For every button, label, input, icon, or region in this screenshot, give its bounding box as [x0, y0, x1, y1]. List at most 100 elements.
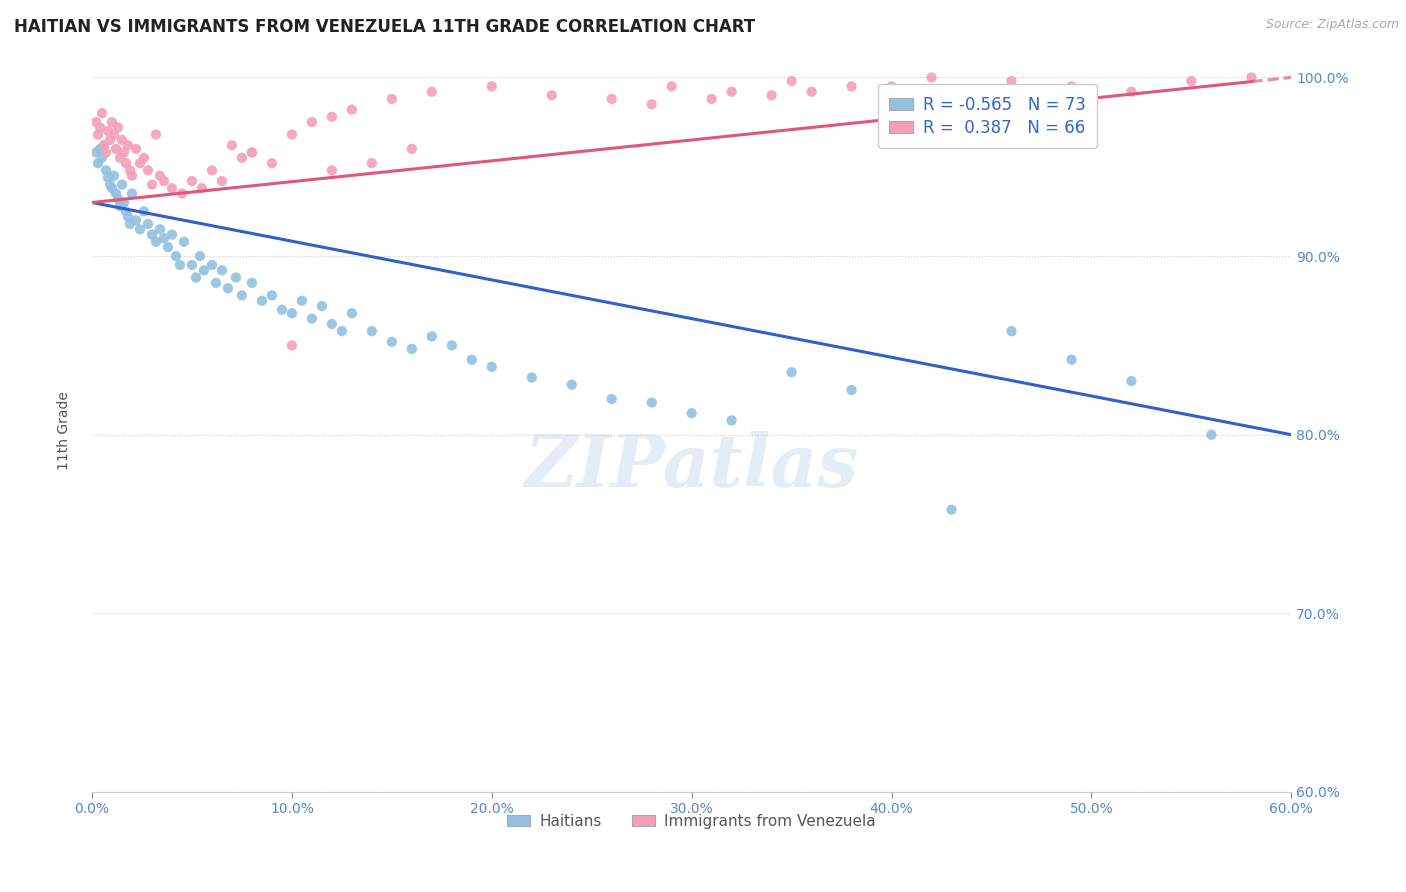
Point	[105, 186, 128, 201]
Point	[600, 392, 623, 406]
Point	[311, 299, 333, 313]
Point	[108, 151, 131, 165]
Point	[420, 85, 443, 99]
Point	[291, 293, 314, 308]
Point	[136, 163, 159, 178]
Point	[169, 258, 191, 272]
Point	[1240, 70, 1263, 85]
Point	[111, 133, 134, 147]
Point	[121, 169, 143, 183]
Point	[281, 128, 304, 142]
Point	[132, 151, 155, 165]
Point	[160, 227, 183, 242]
Point	[89, 142, 111, 156]
Point	[184, 270, 207, 285]
Point	[87, 156, 110, 170]
Point	[181, 174, 204, 188]
Point	[121, 186, 143, 201]
Point	[321, 163, 343, 178]
Point	[1201, 427, 1223, 442]
Point	[1060, 352, 1083, 367]
Point	[101, 115, 124, 129]
Point	[112, 145, 135, 160]
Point	[600, 92, 623, 106]
Point	[87, 128, 110, 142]
Point	[98, 133, 121, 147]
Point	[780, 74, 803, 88]
Point	[91, 151, 114, 165]
Point	[153, 231, 176, 245]
Point	[700, 92, 723, 106]
Point	[420, 329, 443, 343]
Point	[401, 342, 423, 356]
Point	[481, 359, 503, 374]
Point	[880, 79, 903, 94]
Point	[205, 276, 228, 290]
Point	[115, 204, 138, 219]
Point	[800, 85, 823, 99]
Point	[520, 370, 543, 384]
Point	[381, 92, 404, 106]
Point	[321, 110, 343, 124]
Point	[225, 270, 247, 285]
Point	[1000, 324, 1022, 338]
Point	[641, 97, 664, 112]
Point	[720, 413, 742, 427]
Point	[360, 324, 382, 338]
Point	[160, 181, 183, 195]
Point	[136, 217, 159, 231]
Point	[191, 181, 214, 195]
Point	[240, 145, 263, 160]
Point	[231, 288, 253, 302]
Point	[91, 106, 114, 120]
Point	[118, 163, 141, 178]
Point	[540, 88, 562, 103]
Point	[89, 120, 111, 135]
Point	[217, 281, 239, 295]
Point	[1060, 79, 1083, 94]
Point	[841, 79, 863, 94]
Point	[101, 181, 124, 195]
Point	[340, 103, 363, 117]
Point	[103, 169, 125, 183]
Point	[94, 163, 117, 178]
Point	[129, 156, 152, 170]
Legend: Haitians, Immigrants from Venezuela: Haitians, Immigrants from Venezuela	[501, 808, 882, 835]
Point	[1180, 74, 1202, 88]
Point	[240, 145, 263, 160]
Text: HAITIAN VS IMMIGRANTS FROM VENEZUELA 11TH GRADE CORRELATION CHART: HAITIAN VS IMMIGRANTS FROM VENEZUELA 11T…	[14, 18, 755, 36]
Point	[105, 142, 128, 156]
Point	[481, 79, 503, 94]
Point	[93, 138, 115, 153]
Point	[941, 502, 963, 516]
Text: ZIPatlas: ZIPatlas	[524, 431, 859, 502]
Point	[321, 317, 343, 331]
Point	[231, 151, 253, 165]
Point	[145, 128, 167, 142]
Point	[440, 338, 463, 352]
Point	[149, 169, 172, 183]
Point	[641, 395, 664, 409]
Point	[98, 178, 121, 192]
Point	[165, 249, 187, 263]
Point	[181, 258, 204, 272]
Point	[117, 138, 139, 153]
Point	[97, 124, 120, 138]
Point	[201, 163, 224, 178]
Point	[1121, 85, 1143, 99]
Point	[108, 199, 131, 213]
Point	[1121, 374, 1143, 388]
Point	[211, 263, 233, 277]
Point	[156, 240, 179, 254]
Point	[170, 186, 193, 201]
Point	[84, 115, 107, 129]
Point	[97, 170, 120, 185]
Point	[561, 377, 583, 392]
Point	[107, 120, 129, 135]
Point	[107, 192, 129, 206]
Point	[720, 85, 742, 99]
Point	[250, 293, 273, 308]
Point	[221, 138, 243, 153]
Point	[125, 213, 148, 227]
Point	[129, 222, 152, 236]
